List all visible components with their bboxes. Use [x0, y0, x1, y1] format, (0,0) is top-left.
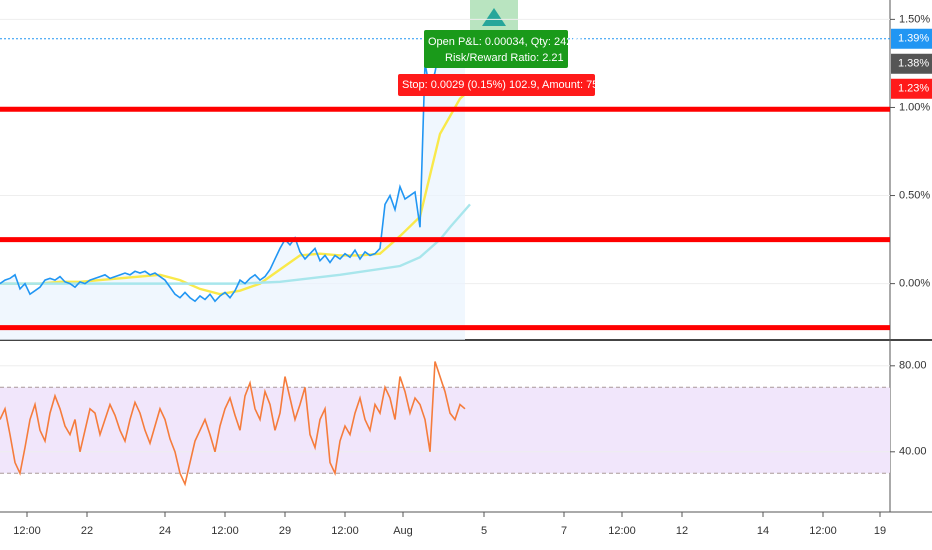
price-line — [0, 31, 466, 303]
price-badge-label: 1.23% — [898, 83, 929, 95]
pnl-box — [424, 30, 568, 68]
price-badge — [891, 53, 932, 74]
y-tick-label: 0.00% — [899, 278, 930, 290]
price-badge — [891, 78, 932, 99]
x-tick-label: 5 — [481, 525, 487, 537]
rsi-line — [0, 361, 466, 487]
stop-box — [398, 74, 595, 96]
target-arrow — [482, 8, 506, 26]
y-tick-label: 1.50% — [899, 13, 930, 25]
y-tick-label: 80.00 — [899, 360, 927, 372]
price-line — [0, 203, 471, 285]
x-tick-label: 29 — [279, 525, 291, 537]
x-tick-label: 24 — [159, 525, 171, 537]
x-tick-label: 12 — [676, 525, 688, 537]
x-tick-label: 19 — [874, 525, 886, 537]
y-tick-label: 0.50% — [899, 189, 930, 201]
x-tick-label: 12:00 — [608, 525, 636, 537]
x-tick-label: 12:00 — [211, 525, 239, 537]
x-tick-label: 12:00 — [331, 525, 359, 537]
x-tick-label: 12:00 — [809, 525, 837, 537]
y-tick-label: 1.00% — [899, 101, 930, 113]
price-area — [0, 33, 465, 341]
x-tick-label: 22 — [81, 525, 93, 537]
x-tick-label: 7 — [561, 525, 567, 537]
price-badge — [891, 28, 932, 49]
stop-label: Stop: 0.0029 (0.15%) 102.9, Amount: 750 — [402, 79, 604, 91]
x-tick-label: 14 — [757, 525, 769, 537]
ratio-label: Risk/Reward Ratio: 2.21 — [445, 52, 564, 64]
price-badge-label: 1.39% — [898, 33, 929, 45]
pnl-label: Open P&L: 0.00034, Qty: 24295 — [428, 36, 585, 48]
price-badge-label: 1.38% — [898, 58, 929, 70]
rsi-band — [0, 387, 890, 474]
x-tick-label: Aug — [393, 525, 413, 537]
x-tick-label: 12:00 — [13, 525, 41, 537]
y-tick-label: 40.00 — [899, 446, 927, 458]
